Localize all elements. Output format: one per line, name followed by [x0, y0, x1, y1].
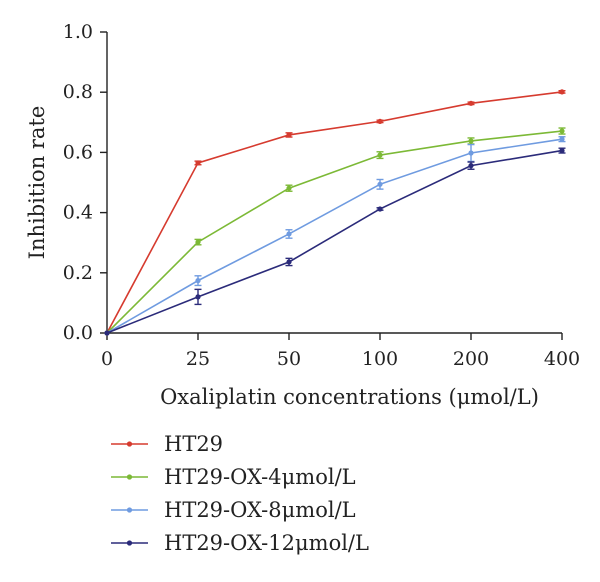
- legend-label: HT29: [164, 432, 223, 456]
- x-tick-label: 100: [362, 348, 398, 370]
- data-point: [559, 147, 565, 154]
- data-point: [377, 152, 383, 158]
- plot-area: 0.0 0.2 0.4 0.6 0.8 1.0 0 25 50 100 200 400: [63, 21, 580, 370]
- legend-item: HT29-OX-8μmol/L: [111, 498, 356, 522]
- legend-label: HT29-OX-12μmol/L: [164, 531, 369, 555]
- y-tick-label: 0.2: [63, 262, 93, 284]
- x-tick-label: 400: [544, 348, 580, 370]
- series-4: [104, 147, 566, 336]
- data-point: [377, 181, 383, 187]
- data-point: [468, 163, 474, 169]
- y-tick-label: 0.0: [63, 322, 93, 344]
- x-axis-title: Oxaliplatin concentrations (μmol/L): [160, 385, 539, 409]
- series-line: [106, 149, 563, 334]
- y-tick-label: 0.4: [63, 202, 93, 224]
- y-tick-label: 0.6: [63, 141, 93, 163]
- data-point: [195, 294, 201, 300]
- data-point: [286, 231, 292, 237]
- legend-swatch-marker: [126, 507, 133, 513]
- data-point: [468, 150, 474, 156]
- x-tick-label: 200: [453, 348, 489, 370]
- legend-item: HT29-OX-4μmol/L: [111, 465, 356, 489]
- legend-label: HT29-OX-4μmol/L: [164, 465, 356, 489]
- data-point: [377, 206, 383, 212]
- y-tick-label: 1.0: [63, 21, 93, 43]
- data-point: [195, 278, 201, 284]
- y-axis-title: Inhibition rate: [25, 106, 49, 260]
- data-point: [195, 239, 201, 245]
- data-point: [286, 185, 292, 191]
- legend-item: HT29: [111, 432, 223, 456]
- x-tick-label: 50: [277, 348, 301, 370]
- x-tick-label: 0: [101, 348, 113, 370]
- data-point: [559, 89, 565, 95]
- series-line: [106, 130, 563, 334]
- legend-swatch-marker: [126, 441, 133, 447]
- data-point: [286, 259, 292, 265]
- legend-label: HT29-OX-8μmol/L: [164, 498, 356, 522]
- data-point: [559, 136, 565, 142]
- data-point: [559, 128, 565, 134]
- legend-item: HT29-OX-12μmol/L: [111, 531, 369, 555]
- data-point: [286, 132, 292, 138]
- y-tick-label: 0.8: [63, 81, 93, 103]
- data-point: [195, 160, 201, 166]
- series-2: [104, 127, 566, 336]
- data-point: [468, 100, 474, 106]
- x-tick-label: 25: [186, 348, 210, 370]
- data-point: [468, 138, 474, 144]
- legend: HT29 HT29-OX-4μmol/L HT29-OX-8μmol/L HT29-O…: [111, 432, 369, 555]
- series-line: [106, 91, 563, 334]
- legend-swatch-marker: [126, 474, 133, 480]
- legend-swatch-marker: [126, 540, 133, 546]
- series-1: [104, 89, 566, 336]
- series-line: [106, 138, 563, 334]
- data-point: [104, 330, 110, 336]
- data-point: [377, 118, 383, 124]
